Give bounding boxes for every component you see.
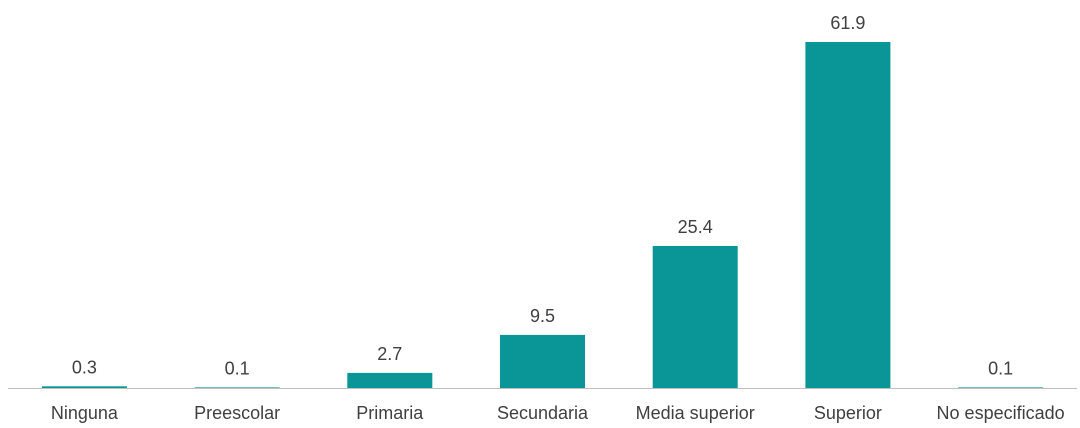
x-tick-label: Preescolar: [194, 403, 280, 423]
data-label: 61.9: [830, 13, 865, 33]
x-tick-label: Secundaria: [497, 403, 589, 423]
x-tick-label: Ninguna: [51, 403, 119, 423]
data-label: 25.4: [678, 217, 713, 237]
bar-no-especificado: [958, 387, 1044, 388]
bar-ninguna: [41, 386, 127, 388]
x-tick-labels-group: Ninguna Preescolar Primaria Secundaria Media…: [51, 403, 1065, 423]
data-label: 2.7: [377, 344, 402, 364]
bar-superior: [805, 42, 891, 388]
x-tick-label: Superior: [814, 403, 882, 423]
bar-preescolar: [194, 387, 280, 388]
x-tick-label: No especificado: [937, 403, 1065, 423]
bar-secundaria: [500, 334, 585, 388]
data-label: 0.1: [225, 358, 250, 378]
data-label: 9.5: [530, 306, 555, 326]
data-label: 0.3: [72, 357, 97, 377]
bars-group: [41, 42, 1044, 388]
x-tick-label: Primaria: [356, 403, 424, 423]
bar-primaria: [347, 372, 433, 388]
bar-media-superior: [652, 246, 738, 388]
value-labels-group: 0.3 0.1 2.7 9.5 25.4 61.9 0.1: [72, 13, 1013, 378]
data-label: 0.1: [988, 358, 1013, 378]
x-tick-label: Media superior: [636, 403, 755, 423]
